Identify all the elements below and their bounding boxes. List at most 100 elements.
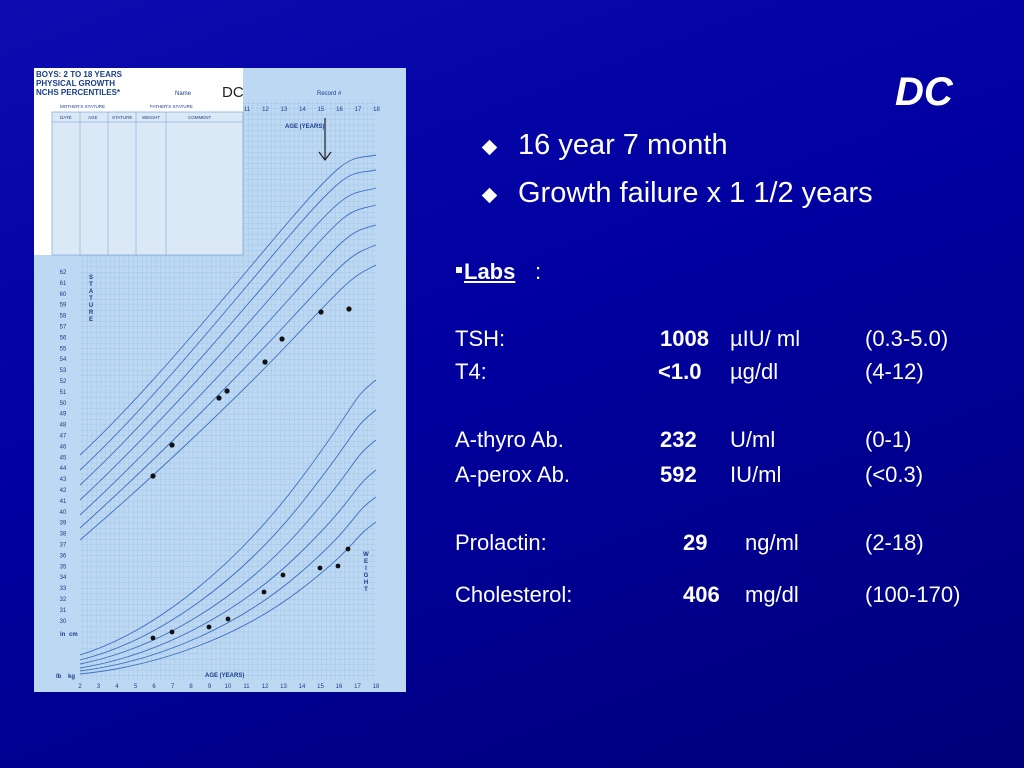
- lab-name: Prolactin:: [455, 530, 547, 555]
- lab-name: A-perox Ab.: [455, 462, 570, 487]
- age-tick: 6: [152, 684, 156, 690]
- inch-tick: 42: [60, 488, 67, 494]
- inch-tick: 51: [60, 390, 67, 396]
- record-label: Record #: [317, 91, 342, 97]
- inch-tick: 34: [60, 575, 67, 581]
- lab-unit: mg/dl: [745, 582, 799, 607]
- inch-tick: 60: [60, 292, 67, 298]
- header-line: PHYSICAL GROWTH: [36, 79, 115, 88]
- growth-chart-image: BOYS: 2 TO 18 YEARS PHYSICAL GROWTH NCHS…: [34, 68, 406, 692]
- column-label: WEIGHT: [142, 115, 160, 120]
- inch-tick: 57: [60, 325, 67, 331]
- age-tick: 15: [317, 684, 324, 690]
- age-tick: 5: [134, 684, 138, 690]
- lab-name: A-thyro Ab.: [455, 427, 564, 452]
- age-tick: 14: [299, 107, 306, 113]
- lab-name: Cholesterol:: [455, 582, 573, 607]
- lab-range: (0.3-5.0): [865, 326, 949, 351]
- lab-value: <1.0: [658, 359, 702, 384]
- inch-tick: 43: [60, 477, 67, 483]
- age-tick: 13: [281, 107, 288, 113]
- lab-unit: µIU/ ml: [730, 326, 801, 351]
- record-lines: [52, 112, 243, 255]
- age-tick: 17: [355, 107, 362, 113]
- inch-tick: 37: [60, 543, 67, 549]
- lab-range: (0-1): [865, 427, 912, 452]
- inch-tick: 36: [60, 553, 67, 559]
- column-label: COMMENT: [188, 115, 211, 120]
- age-tick: 12: [262, 107, 269, 113]
- unit-label: lb: [56, 674, 62, 680]
- age-tick: 4: [115, 684, 119, 690]
- inch-tick: 38: [60, 532, 67, 538]
- unit-label: in: [60, 632, 66, 638]
- bullet-text: 16 year 7 month: [518, 129, 728, 161]
- bullet-text: Growth failure x 1 1/2 years: [518, 177, 873, 209]
- header-line: NCHS PERCENTILES*: [36, 88, 121, 97]
- inch-tick: 62: [60, 270, 67, 276]
- age-tick: 9: [208, 684, 212, 690]
- lab-value: 592: [660, 462, 697, 487]
- inch-tick: 44: [60, 466, 67, 472]
- unit-label: cm: [69, 632, 78, 638]
- inch-tick: 61: [60, 281, 67, 287]
- lab-unit: IU/ml: [730, 462, 782, 487]
- inch-tick: 53: [60, 368, 67, 374]
- handwritten-name: DC: [222, 84, 244, 101]
- lab-range: (<0.3): [865, 462, 924, 487]
- lab-unit: ng/ml: [745, 530, 799, 555]
- age-tick: 11: [243, 684, 250, 690]
- weight-label: WEIGHT: [363, 552, 369, 594]
- inch-tick: 40: [60, 510, 67, 516]
- name-label: Name: [175, 91, 192, 97]
- inch-tick: 47: [60, 434, 67, 440]
- inch-tick: 41: [60, 499, 67, 505]
- inch-tick: 33: [60, 586, 67, 592]
- age-tick: 11: [244, 107, 251, 113]
- age-tick: 2: [78, 684, 82, 690]
- handwritten-arrow: [318, 118, 332, 161]
- labs-heading: Labs: [464, 259, 516, 284]
- age-tick: 8: [189, 684, 193, 690]
- age-tick: 14: [299, 684, 306, 690]
- labs-colon: :: [535, 259, 542, 284]
- lab-range: (4-12): [865, 359, 924, 384]
- inch-tick: 50: [60, 401, 67, 407]
- parent-label: FATHER'S STATURE: [150, 104, 193, 109]
- stature-label: STATURE: [88, 275, 94, 324]
- lab-unit: µg/dl: [730, 359, 779, 384]
- column-label: STATURE: [112, 115, 132, 120]
- inch-tick: 32: [60, 597, 67, 603]
- lab-value: 232: [660, 427, 697, 452]
- percentile-curves: [79, 154, 377, 675]
- lab-range: (100-170): [865, 582, 961, 607]
- lab-value: 406: [683, 582, 720, 607]
- record-table: [51, 111, 244, 256]
- inch-tick: 49: [60, 412, 67, 418]
- inch-tick: 31: [60, 608, 67, 614]
- parent-label: MOTHER'S STATURE: [60, 104, 105, 109]
- measurement-dots: [150, 306, 352, 641]
- slide-title: DC: [895, 70, 953, 114]
- inch-tick: 45: [60, 455, 67, 461]
- inch-tick: 46: [60, 444, 67, 450]
- column-label: DATE: [60, 115, 72, 120]
- unit-label: kg: [68, 674, 75, 680]
- inch-tick: 30: [60, 619, 67, 625]
- age-tick: 18: [373, 107, 380, 113]
- inch-tick: 55: [60, 346, 67, 352]
- bullet-icon: [481, 139, 498, 156]
- age-tick: 15: [318, 107, 325, 113]
- lab-name: T4:: [455, 359, 487, 384]
- inch-tick: 39: [60, 521, 67, 527]
- lab-unit: U/ml: [730, 427, 776, 452]
- inch-tick: 35: [60, 564, 67, 570]
- age-label: AGE (YEARS): [285, 124, 324, 130]
- inch-tick: 58: [60, 314, 67, 320]
- header-line: BOYS: 2 TO 18 YEARS: [36, 70, 123, 79]
- age-tick: 12: [262, 684, 269, 690]
- age-tick: 16: [336, 107, 343, 113]
- inch-tick: 52: [60, 379, 67, 385]
- age-tick: 3: [97, 684, 101, 690]
